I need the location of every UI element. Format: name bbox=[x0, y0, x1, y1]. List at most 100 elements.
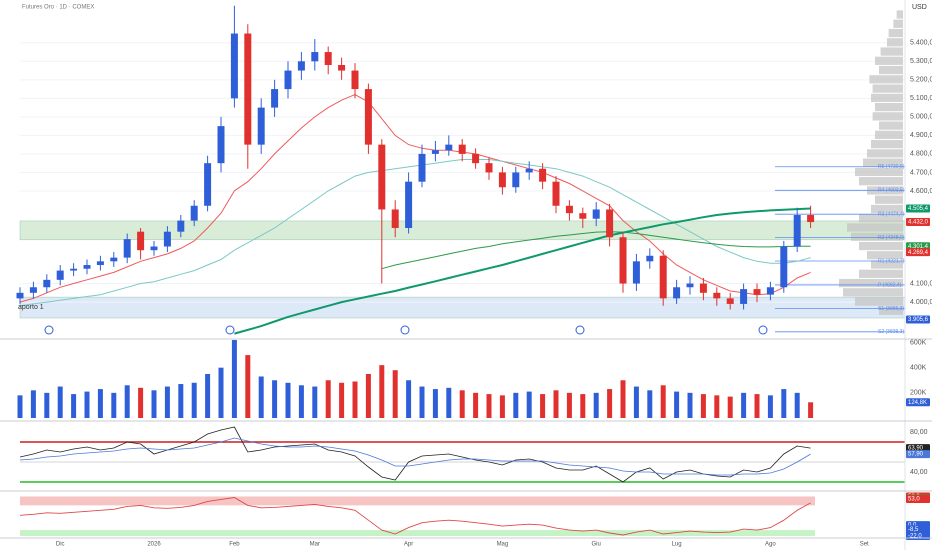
pivot-label: S1 (3965,3) bbox=[878, 306, 904, 312]
volume-bar bbox=[419, 386, 425, 418]
volume-profile-bar bbox=[879, 121, 903, 130]
volume-bar bbox=[647, 390, 653, 418]
price-label-box bbox=[906, 398, 930, 407]
indicator-line bbox=[19, 497, 811, 536]
candle-body bbox=[445, 144, 453, 151]
price-label-box bbox=[906, 525, 930, 534]
volume-bar bbox=[794, 392, 800, 418]
y-tick-label: 4.700,0 bbox=[910, 169, 932, 176]
volume-bar bbox=[245, 355, 251, 418]
event-marker[interactable] bbox=[225, 325, 235, 335]
volume-profile-bar bbox=[859, 214, 903, 223]
y-tick-label: 5.100,0 bbox=[910, 95, 932, 102]
volume-bar bbox=[44, 392, 50, 418]
candle-body bbox=[472, 153, 480, 164]
volume-profile-bar bbox=[839, 278, 903, 288]
candle-body bbox=[257, 107, 265, 145]
price-label-box bbox=[906, 315, 930, 324]
volume-bar bbox=[17, 395, 23, 418]
candle-body bbox=[579, 213, 587, 219]
candle-body bbox=[807, 215, 815, 223]
candle-body bbox=[177, 220, 185, 232]
pivot-label: S2 (3839,3) bbox=[878, 329, 904, 335]
y-tick-label: 600K bbox=[910, 339, 927, 346]
candle-body bbox=[405, 181, 413, 228]
volume-profile-bar bbox=[880, 47, 903, 56]
volume-bar bbox=[231, 340, 237, 418]
y-tick-label: 4.000,0 bbox=[910, 299, 932, 306]
volume-bar bbox=[727, 396, 733, 418]
candle-body bbox=[726, 298, 734, 304]
volume-bar bbox=[218, 367, 224, 418]
x-tick-label: Lug bbox=[672, 542, 682, 548]
event-marker[interactable] bbox=[44, 325, 54, 335]
x-tick-label: Giu bbox=[592, 542, 601, 548]
x-tick-label: Ago bbox=[765, 542, 776, 548]
volume-bar bbox=[138, 387, 144, 418]
band bbox=[20, 530, 815, 537]
price-label: 53,0 bbox=[908, 497, 920, 503]
candle-body bbox=[458, 144, 466, 154]
y-tick-label: 5.300,0 bbox=[910, 58, 932, 65]
volume-bar bbox=[205, 373, 211, 418]
volume-profile-bar bbox=[872, 84, 903, 93]
volume-bar bbox=[620, 380, 626, 418]
price-label-box bbox=[906, 248, 930, 257]
volume-bar bbox=[781, 389, 787, 418]
volume-bar bbox=[700, 394, 706, 418]
candle-body bbox=[565, 205, 573, 214]
y-tick-label: 400K bbox=[910, 365, 927, 372]
volume-bar bbox=[57, 386, 63, 418]
volume-bar bbox=[191, 382, 197, 418]
candle-body bbox=[632, 261, 640, 284]
volume-bar bbox=[258, 376, 264, 418]
event-marker[interactable] bbox=[758, 325, 768, 335]
volume-bar bbox=[432, 389, 438, 418]
volume-bar bbox=[312, 386, 318, 418]
candle-body bbox=[659, 255, 667, 299]
volume-profile-bar bbox=[871, 140, 903, 149]
price-label: -8,5 bbox=[908, 527, 919, 533]
volume-bar bbox=[298, 385, 304, 418]
volume-bar bbox=[674, 391, 680, 418]
volume-bar bbox=[151, 390, 157, 418]
volume-bar bbox=[633, 386, 639, 418]
volume-profile-bar bbox=[872, 112, 903, 121]
event-marker[interactable] bbox=[400, 325, 410, 335]
volume-profile-bar bbox=[855, 297, 903, 306]
volume-profile-bar bbox=[893, 19, 903, 28]
volume-bar bbox=[566, 392, 572, 418]
volume-profile-bar bbox=[843, 288, 903, 297]
candle-body bbox=[29, 287, 37, 293]
volume-profile-bar bbox=[871, 260, 903, 269]
volume-bar bbox=[607, 389, 613, 418]
candle-body bbox=[324, 52, 332, 66]
candle-body bbox=[338, 65, 346, 71]
volume-bar bbox=[164, 386, 170, 418]
candle-body bbox=[96, 261, 104, 266]
y-tick-label: 200K bbox=[910, 390, 927, 397]
candle-body bbox=[43, 279, 51, 288]
candle-body bbox=[391, 209, 399, 228]
candle-body bbox=[163, 231, 171, 247]
y-tick-label: 5.400,0 bbox=[910, 40, 932, 47]
indicator-line bbox=[19, 426, 811, 483]
x-tick-label: Mar bbox=[310, 542, 320, 548]
pivot-label: R1 (4221,7) bbox=[878, 258, 905, 264]
zone bbox=[19, 296, 906, 319]
volume-bar bbox=[339, 382, 345, 418]
price-label-box bbox=[906, 494, 930, 503]
y-tick-label: 4.100,0 bbox=[910, 280, 932, 287]
indicator-line bbox=[19, 94, 811, 303]
event-marker[interactable] bbox=[575, 325, 585, 335]
x-tick-label: Dic bbox=[56, 542, 65, 548]
candle-body bbox=[686, 283, 694, 288]
candle-body bbox=[606, 209, 614, 238]
price-label: 4.505,4 bbox=[908, 206, 929, 212]
volume-bar bbox=[526, 391, 532, 418]
volume-profile-bar bbox=[888, 28, 903, 38]
x-tick-label: Mag bbox=[497, 542, 509, 548]
price-label: 57,90 bbox=[908, 452, 924, 458]
candle-body bbox=[431, 150, 439, 154]
volume-bar bbox=[365, 373, 371, 418]
